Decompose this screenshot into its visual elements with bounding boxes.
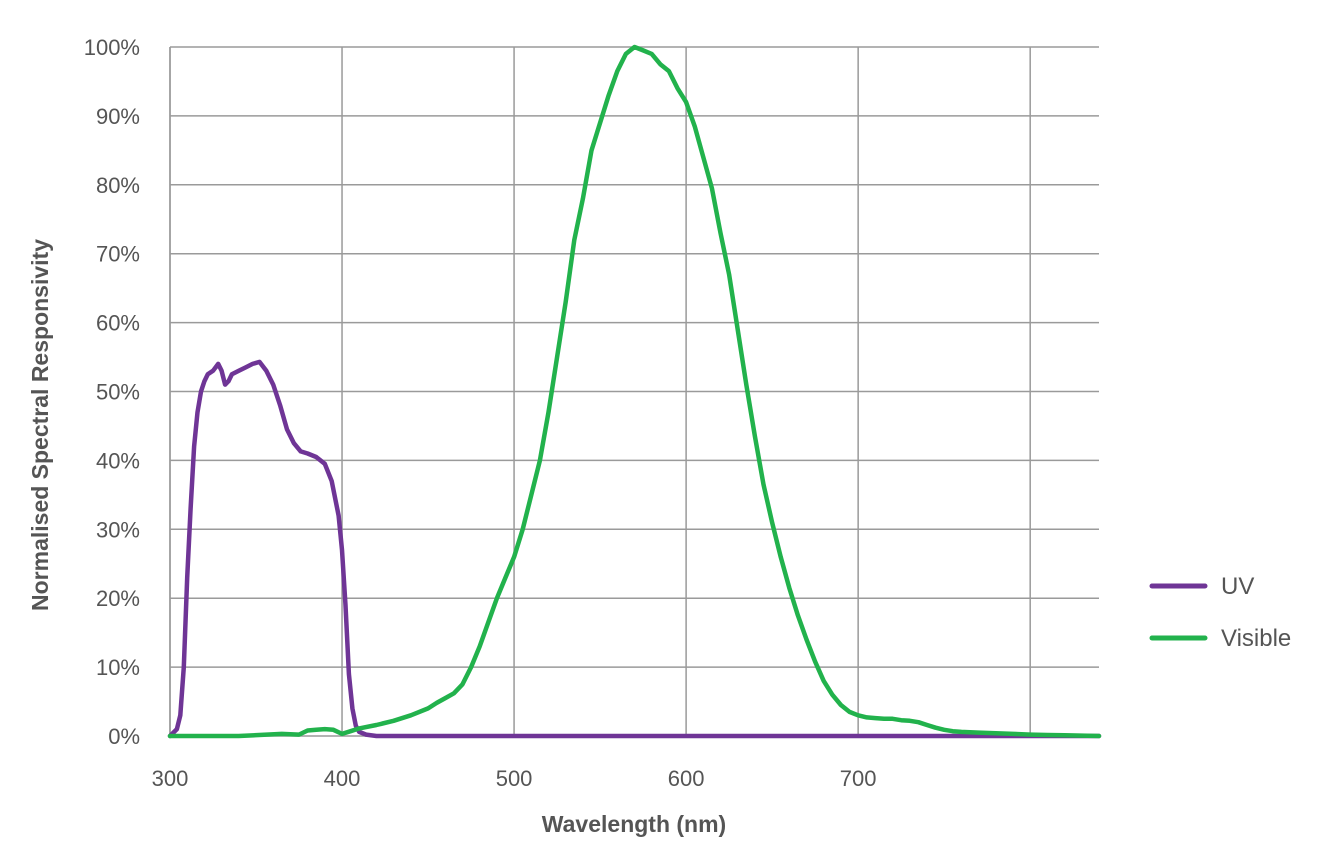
y-axis-title: Normalised Spectral Responsivity — [27, 239, 53, 611]
series-lines — [167, 44, 1102, 739]
y-tick-label: 0% — [108, 724, 140, 749]
series-line-uv — [167, 359, 1102, 739]
x-tick-label: 300 — [152, 766, 189, 791]
y-tick-label: 30% — [96, 517, 140, 542]
y-tick-label: 60% — [96, 311, 140, 336]
y-tick-label: 90% — [96, 104, 140, 129]
y-tick-labels: 0% 10% 20% 30% 40% 50% 60% 70% 80% 90% 100% — [84, 35, 140, 749]
x-gridlines — [169, 47, 1031, 736]
series-line-visible — [167, 44, 1102, 739]
y-gridlines — [170, 46, 1099, 737]
x-tick-label: 400 — [324, 766, 361, 791]
x-tick-label: 600 — [668, 766, 705, 791]
legend: UV Visible — [1149, 573, 1291, 652]
y-tick-label: 20% — [96, 586, 140, 611]
y-tick-label: 40% — [96, 448, 140, 473]
legend-label-uv: UV — [1221, 573, 1254, 600]
y-tick-label: 100% — [84, 35, 140, 60]
legend-label-visible: Visible — [1221, 625, 1291, 652]
y-tick-label: 10% — [96, 655, 140, 680]
x-tick-labels: 300 400 500 600 700 — [152, 766, 877, 791]
x-tick-label: 500 — [496, 766, 533, 791]
y-tick-label: 70% — [96, 242, 140, 267]
y-tick-label: 50% — [96, 380, 140, 405]
y-tick-label: 80% — [96, 173, 140, 198]
x-tick-label: 700 — [840, 766, 877, 791]
x-axis-title: Wavelength (nm) — [542, 811, 726, 837]
